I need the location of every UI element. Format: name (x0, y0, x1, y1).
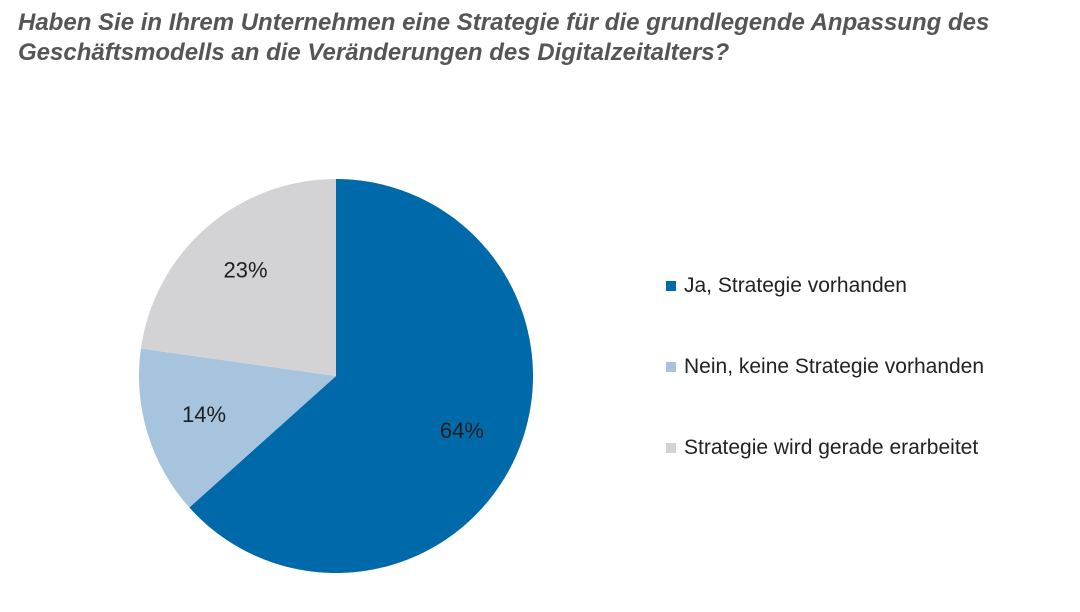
legend-item-erarbeitet: Strategie wird gerade erarbeitet (666, 432, 984, 464)
pie-slice-label: 23% (224, 258, 268, 283)
pie-slice (189, 178, 534, 573)
legend-item-nein: Nein, keine Strategie vorhanden (666, 351, 984, 383)
legend-swatch (666, 362, 676, 372)
legend-label: Ja, Strategie vorhanden (684, 274, 907, 297)
legend-label: Strategie wird gerade erarbeitet (684, 436, 979, 459)
pie-slice (139, 348, 336, 508)
pie-slice-label: 14% (182, 402, 226, 427)
pie-slice-label: 64% (440, 418, 484, 443)
chart-legend: Ja, Strategie vorhanden Nein, keine Stra… (666, 270, 984, 513)
legend-item-ja: Ja, Strategie vorhanden (666, 270, 984, 302)
legend-swatch (666, 443, 676, 453)
chart-title: Haben Sie in Ihrem Unternehmen eine Stra… (18, 9, 990, 66)
legend-swatch (666, 281, 676, 291)
pie-slice (140, 179, 336, 376)
legend-label: Nein, keine Strategie vorhanden (684, 355, 985, 378)
